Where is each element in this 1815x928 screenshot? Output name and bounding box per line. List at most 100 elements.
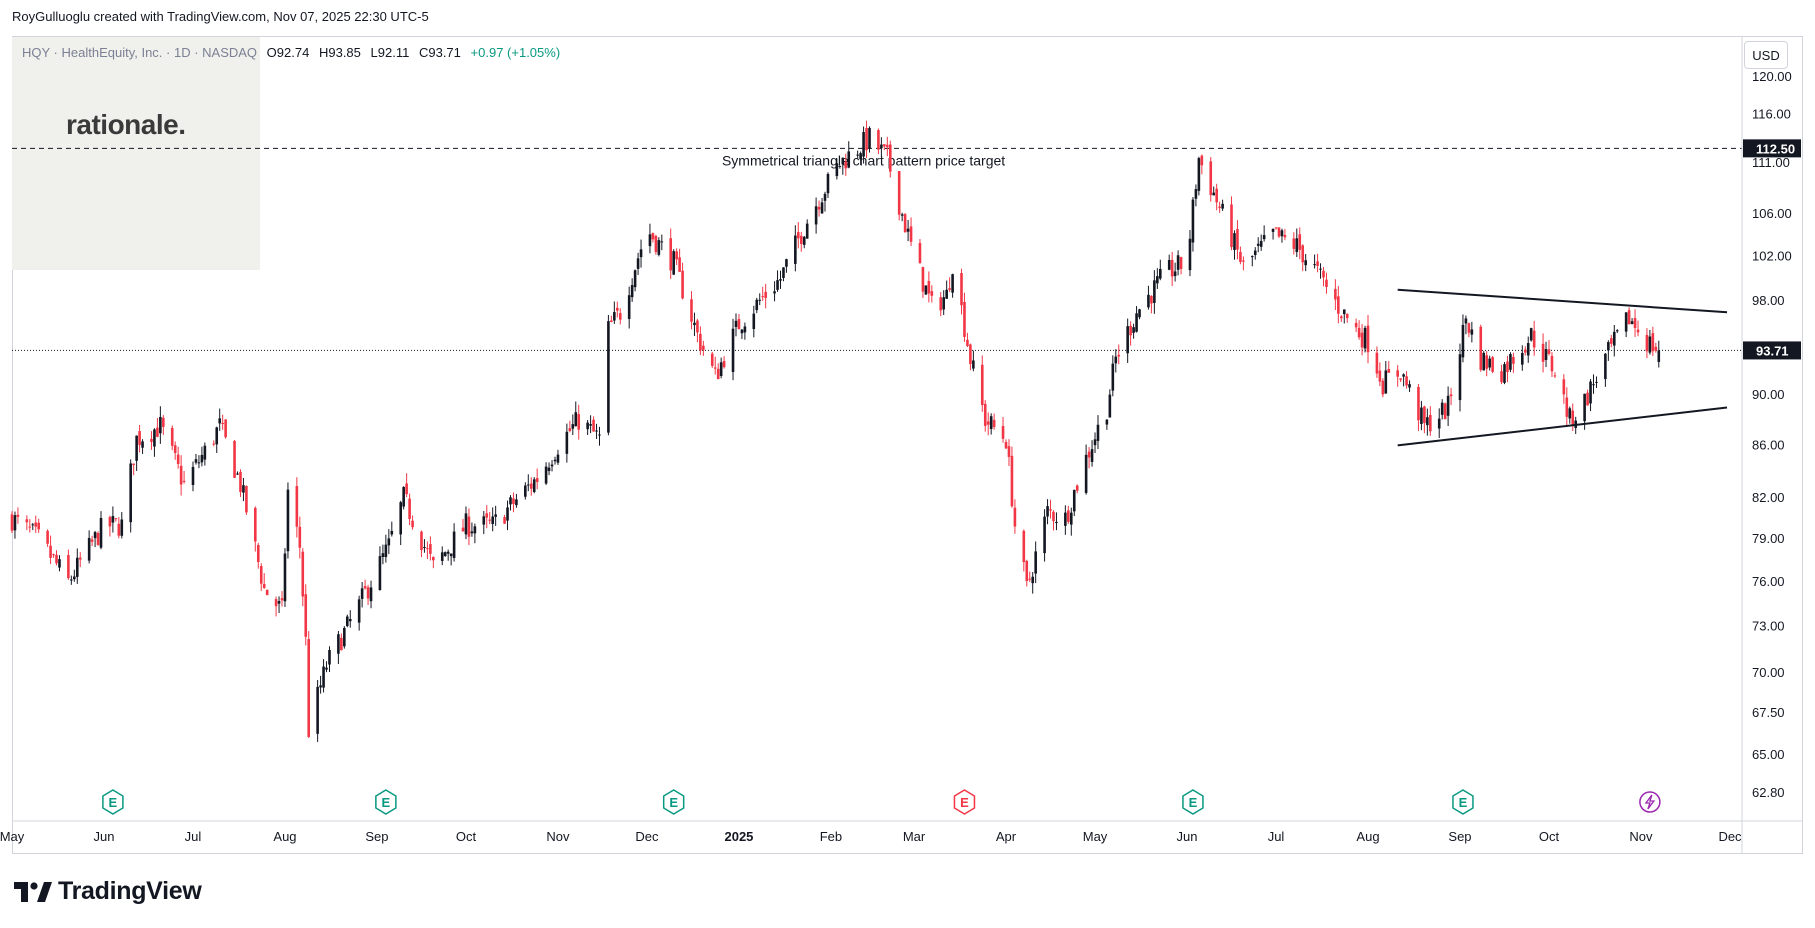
candle-body: [1179, 257, 1183, 269]
candle-body: [1595, 381, 1598, 383]
candle-body: [1087, 451, 1091, 458]
candle-body: [31, 524, 35, 526]
candle-body: [357, 599, 361, 623]
candle-body: [1010, 455, 1014, 507]
symbol-title[interactable]: HQY · HealthEquity, Inc. · 1D · NASDAQ: [22, 45, 258, 60]
candle-body: [595, 430, 598, 432]
candle-body: [254, 507, 257, 542]
earnings-letter: E: [669, 795, 678, 810]
currency-button[interactable]: USD: [1744, 41, 1788, 69]
candle-body: [654, 236, 658, 253]
tradingview-brand[interactable]: TradingView: [14, 877, 202, 906]
y-tick-label: 67.50: [1752, 705, 1785, 720]
candle-body: [553, 459, 557, 462]
candle-body: [1586, 392, 1589, 406]
x-tick-label: Jul: [1268, 829, 1285, 844]
candle-body: [1648, 336, 1652, 353]
candle-body: [426, 548, 429, 550]
candle-body: [298, 526, 302, 548]
candle-body: [1135, 313, 1138, 332]
candle-body: [1408, 384, 1411, 388]
candle-body: [390, 530, 394, 535]
earnings-icon[interactable]: E: [953, 789, 976, 815]
event-circle: [1639, 791, 1661, 813]
candle-body: [524, 485, 527, 497]
candle-body: [408, 498, 411, 519]
candle-body: [844, 161, 848, 169]
earnings-icon[interactable]: E: [102, 789, 124, 815]
candle-body: [319, 685, 322, 688]
candle-body: [1274, 227, 1278, 229]
earnings-hexagon: [1182, 789, 1204, 815]
candle-body: [722, 360, 726, 368]
candle-body: [1218, 206, 1221, 208]
candle-body: [699, 333, 702, 351]
candle-body: [307, 639, 311, 737]
candle-body: [405, 483, 408, 495]
candle-body: [1004, 441, 1008, 449]
candle-body: [512, 498, 515, 504]
candle-body: [1440, 402, 1444, 415]
candle-body: [509, 497, 512, 505]
candle-body: [34, 522, 38, 527]
candle-body: [963, 302, 966, 337]
candle-body: [1375, 352, 1379, 374]
y-tick-label: 106.00: [1752, 206, 1792, 221]
candle-body: [1159, 268, 1162, 279]
candle-body: [1485, 355, 1488, 369]
candle-body: [1345, 313, 1349, 319]
candle-body: [58, 559, 61, 568]
x-tick-label: Apr: [996, 829, 1017, 844]
candle-body: [1075, 485, 1079, 491]
candle-body: [1645, 334, 1649, 352]
candle-body: [1138, 309, 1141, 318]
candle-body: [862, 132, 865, 157]
candle-body: [980, 364, 984, 405]
earnings-icon[interactable]: E: [662, 789, 685, 815]
candle-body: [1046, 506, 1049, 517]
candle-body: [1381, 380, 1385, 395]
candle-body: [992, 419, 996, 428]
candle-body: [1316, 261, 1319, 266]
earnings-icon[interactable]: E: [375, 789, 397, 815]
earnings-icon[interactable]: E: [1452, 789, 1474, 815]
candle-body: [1239, 251, 1242, 262]
candle-body: [1194, 189, 1198, 199]
candle-body: [550, 464, 554, 467]
candle-body: [515, 499, 518, 506]
candle-body: [399, 502, 403, 535]
candle-body: [162, 417, 165, 427]
candle-body: [571, 424, 575, 429]
candle-body: [1592, 384, 1595, 386]
candle-body: [630, 285, 634, 298]
low-value: 92.11: [377, 45, 410, 60]
x-tick-label: Sep: [1448, 829, 1471, 844]
candle-body: [28, 526, 32, 528]
candle-body: [1636, 329, 1640, 333]
candle-body: [972, 360, 975, 369]
candle-body: [633, 270, 637, 288]
candle-body: [274, 599, 278, 607]
candle-body: [203, 445, 207, 460]
brand-name: TradingView: [58, 877, 202, 905]
y-tick-label: 65.00: [1752, 747, 1785, 762]
candle-body: [387, 538, 391, 546]
candle-body: [636, 258, 640, 269]
candle-body: [880, 144, 883, 149]
candle-body: [799, 235, 803, 244]
candle-body: [1022, 530, 1026, 563]
candle-body: [1520, 352, 1524, 365]
upcoming-event-icon[interactable]: [1639, 791, 1661, 813]
candle-body: [99, 517, 103, 548]
y-tick-label: 79.00: [1752, 531, 1785, 546]
candle-body: [675, 251, 678, 260]
candle-body: [814, 206, 818, 225]
candle-body: [1301, 245, 1305, 263]
candle-body: [1624, 312, 1628, 332]
candle-body: [1547, 349, 1551, 354]
candle-body: [200, 454, 204, 463]
candle-body: [1366, 325, 1370, 353]
candle-body: [969, 344, 972, 364]
earnings-icon[interactable]: E: [1182, 789, 1204, 815]
